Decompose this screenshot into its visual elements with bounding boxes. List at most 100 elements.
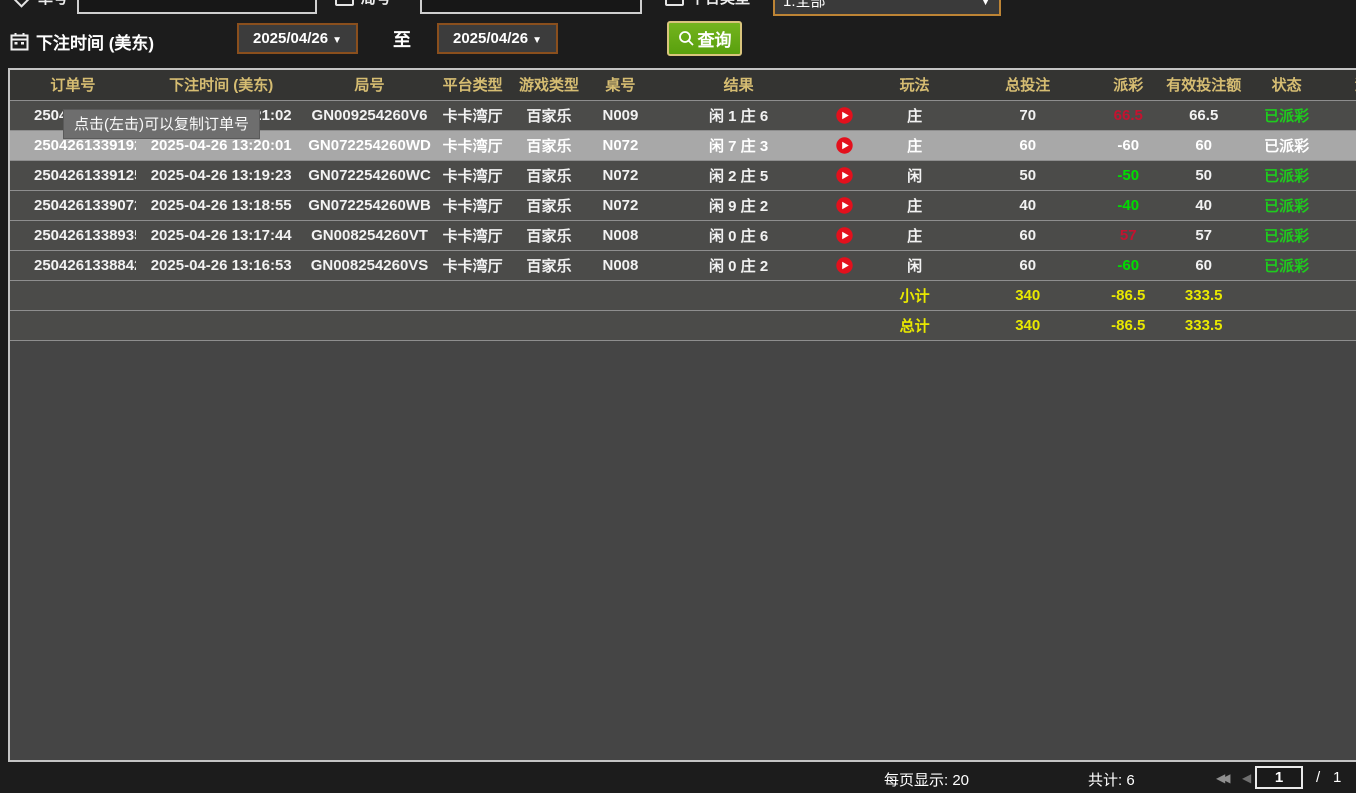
date-to-picker[interactable]: 2025/04/26 ▼ (437, 23, 558, 54)
subtotal-spacer (655, 280, 822, 311)
grand-total-spacer (135, 310, 307, 341)
bet-time-label-group: 下注时间 (美东) (10, 29, 154, 54)
cell-platform: 卡卡湾厅 (432, 190, 513, 221)
table-row[interactable]: 2504261339302932025-04-26 13:21:02GN0092… (10, 100, 1356, 131)
query-button-label: 查询 (697, 31, 732, 50)
page-number-input[interactable] (1255, 766, 1303, 789)
cell-valid-bet: 66.5 (1163, 100, 1244, 131)
cell-game-type: 百家乐 (512, 100, 586, 131)
cell-order-number[interactable]: 250426133893573 (10, 220, 136, 251)
cell-result: 闲 7 庄 3 (655, 130, 822, 161)
cell-platform: 卡卡湾厅 (432, 100, 513, 131)
cell-status: 已派彩 (1243, 100, 1330, 131)
cell-round-number: GN008254260VT (306, 220, 433, 251)
cell-valid-bet: 60 (1163, 250, 1244, 281)
cell-order-number[interactable]: 250426133884293 (10, 250, 136, 281)
dropdown-arrow-icon: ▼ (332, 35, 342, 46)
order-search-input[interactable] (77, 0, 317, 14)
play-icon[interactable] (835, 227, 853, 244)
cell-bet-time: 2025-04-26 13:17:44 (135, 220, 307, 251)
cell-table-number: N008 (585, 250, 656, 281)
cell-status: 已派彩 (1243, 190, 1330, 221)
cell-extra (1329, 160, 1356, 191)
cell-replay[interactable] (821, 190, 867, 221)
column-header (821, 70, 867, 101)
platform-label: 平台类型 (690, 0, 750, 8)
subtotal-spacer (585, 280, 656, 311)
table-row[interactable]: 2504261338935732025-04-26 13:17:44GN0082… (10, 220, 1356, 251)
cell-platform: 卡卡湾厅 (432, 160, 513, 191)
cell-play-type: 庄 (866, 130, 963, 161)
play-icon[interactable] (835, 107, 853, 124)
cell-result: 闲 0 庄 6 (655, 220, 822, 251)
cell-result: 闲 0 庄 2 (655, 250, 822, 281)
cell-replay[interactable] (821, 160, 867, 191)
cell-valid-bet: 40 (1163, 190, 1244, 221)
play-icon[interactable] (835, 137, 853, 154)
round-field-icon (335, 0, 354, 6)
cell-replay[interactable] (821, 220, 867, 251)
per-page-label: 每页显示: 20 (884, 772, 970, 789)
cell-round-number: GN072254260WB (306, 190, 433, 221)
cell-payout: -40 (1093, 190, 1164, 221)
grand-total-spacer (585, 310, 656, 341)
page-count: 1 (1333, 769, 1342, 786)
cell-table-number: N072 (585, 130, 656, 161)
table-row[interactable]: 2504261339125122025-04-26 13:19:23GN0722… (10, 160, 1356, 191)
prev-page-icon[interactable]: ◀ (1242, 771, 1252, 785)
cell-extra (1329, 130, 1356, 161)
date-from-picker[interactable]: 2025/04/26 ▼ (237, 23, 358, 54)
table-row[interactable]: 2504261338842932025-04-26 13:16:53GN0082… (10, 250, 1356, 281)
play-icon[interactable] (835, 257, 853, 274)
subtotal-spacer (1243, 280, 1330, 311)
grand-total-row: 总计 340 -86.5 333.5 (10, 310, 1356, 341)
cell-round-number: GN072254260WD (306, 130, 433, 161)
column-header: 局号 (306, 70, 433, 101)
subtotal-spacer (10, 280, 136, 311)
first-page-icon[interactable]: ◀◀ (1216, 771, 1231, 785)
cell-valid-bet: 50 (1163, 160, 1244, 191)
cell-total-bet: 60 (962, 130, 1094, 161)
column-header: 玩法 (866, 70, 963, 101)
play-icon[interactable] (835, 197, 853, 214)
round-search-input[interactable] (420, 0, 642, 14)
subtotal-row: 小计 340 -86.5 333.5 (10, 280, 1356, 311)
grand-total-spacer (432, 310, 513, 341)
cell-status: 已派彩 (1243, 220, 1330, 251)
cell-order-number[interactable]: 250426133912512 (10, 160, 136, 191)
column-header: 派彩 (1093, 70, 1164, 101)
cell-payout: -50 (1093, 160, 1164, 191)
date-range-to-label: 至 (393, 30, 411, 50)
cell-game-type: 百家乐 (512, 160, 586, 191)
column-header: 有效投注额 (1163, 70, 1244, 101)
cell-replay[interactable] (821, 250, 867, 281)
cell-platform: 卡卡湾厅 (432, 220, 513, 251)
cell-result: 闲 1 庄 6 (655, 100, 822, 131)
subtotal-payout: -86.5 (1093, 280, 1164, 311)
cell-replay[interactable] (821, 100, 867, 131)
cell-game-type: 百家乐 (512, 250, 586, 281)
total-count-label: 共计: 6 (1088, 772, 1135, 789)
column-header: 订单号 (10, 70, 136, 101)
cell-total-bet: 70 (962, 100, 1094, 131)
subtotal-spacer (432, 280, 513, 311)
grand-total-label: 总计 (866, 310, 963, 341)
column-header: 状态 (1243, 70, 1330, 101)
platform-selected-value: 1.全部 (783, 0, 826, 10)
cell-order-number[interactable]: 250426133907253 (10, 190, 136, 221)
cell-play-type: 庄 (866, 100, 963, 131)
cell-table-number: N072 (585, 190, 656, 221)
cell-play-type: 庄 (866, 220, 963, 251)
subtotal-label: 小计 (866, 280, 963, 311)
cell-valid-bet: 57 (1163, 220, 1244, 251)
cell-game-type: 百家乐 (512, 190, 586, 221)
query-button[interactable]: 查询 (667, 21, 742, 56)
cell-payout: 66.5 (1093, 100, 1164, 131)
table-row[interactable]: 2504261339072532025-04-26 13:18:55GN0722… (10, 190, 1356, 221)
play-icon[interactable] (835, 167, 853, 184)
cell-table-number: N072 (585, 160, 656, 191)
cell-extra (1329, 250, 1356, 281)
cell-replay[interactable] (821, 130, 867, 161)
records-table-wrap: 订单号 下注时间 (美东) 局号 平台类型 游戏类型 桌号 结果 玩法 总投注 派彩 有效投注额 状态… (8, 68, 1356, 762)
platform-select[interactable]: 1.全部 ▼ (773, 0, 1001, 16)
